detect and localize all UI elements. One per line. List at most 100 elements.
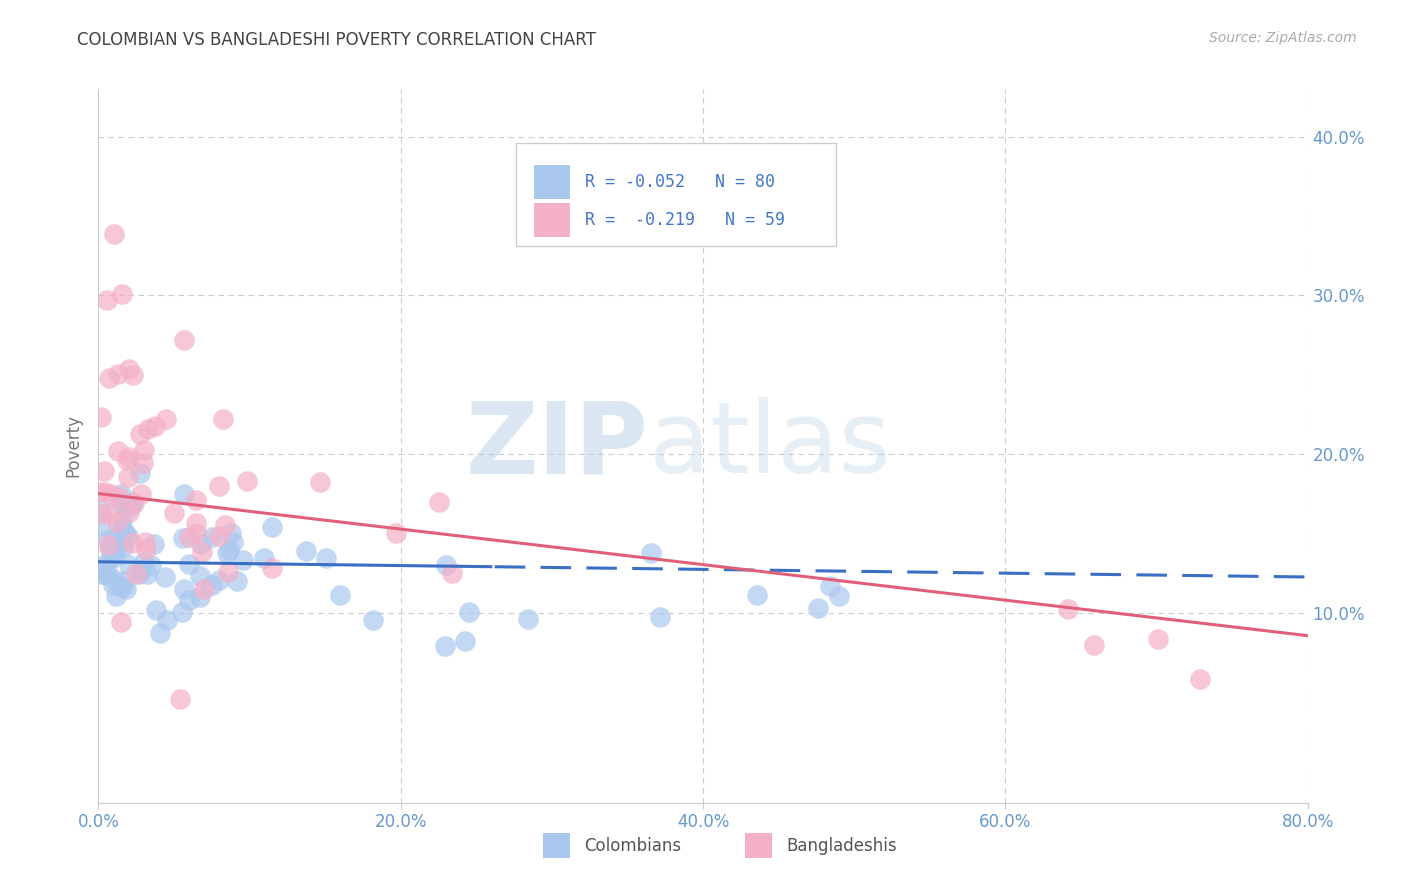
Point [117,498,139,512]
Point [111,580,134,594]
Point [103,227,125,241]
Point [90,409,112,424]
Point [190,591,212,605]
Point [208,528,231,542]
Point [517,612,540,626]
Y-axis label: Poverty: Poverty [65,415,83,477]
Point [218,542,240,557]
Point [121,536,143,550]
Point [114,526,136,541]
Point [142,536,165,550]
Point [434,639,457,653]
Text: R =  -0.219   N = 59: R = -0.219 N = 59 [585,211,785,229]
Text: R = -0.052   N = 80: R = -0.052 N = 80 [585,173,775,191]
Point [134,535,156,549]
Point [190,537,212,551]
Point [329,588,352,602]
Text: Bangladeshis: Bangladeshis [786,837,897,855]
Point [100,549,122,563]
Text: COLOMBIAN VS BANGLADESHI POVERTY CORRELATION CHART: COLOMBIAN VS BANGLADESHI POVERTY CORRELA… [77,31,596,49]
Point [225,574,247,589]
FancyBboxPatch shape [745,833,772,858]
Text: ZIP: ZIP [465,398,648,494]
Point [115,582,138,596]
Point [172,531,194,545]
Point [135,542,157,557]
Point [201,530,224,544]
Point [145,602,167,616]
Point [124,567,146,582]
Point [105,590,128,604]
Point [110,496,132,510]
Point [294,544,316,558]
Point [253,550,276,565]
Point [236,474,259,488]
Point [98,541,121,556]
Point [110,615,132,630]
Point [262,520,284,534]
Point [648,610,671,624]
Point [156,613,179,627]
Point [188,568,211,582]
Point [745,588,768,602]
Point [172,605,194,619]
Point [90,507,112,521]
Point [115,453,138,467]
Point [208,479,231,493]
Point [89,484,111,499]
Point [101,577,124,591]
Point [132,555,155,569]
Point [129,466,152,480]
Point [640,545,662,559]
Point [107,444,129,458]
FancyBboxPatch shape [516,143,837,246]
Point [110,286,132,301]
Point [173,487,195,501]
Point [104,573,127,587]
Point [440,566,463,580]
Point [96,563,118,577]
Text: Source: ZipAtlas.com: Source: ZipAtlas.com [1209,31,1357,45]
Point [179,593,201,607]
Point [1057,602,1080,616]
Point [191,545,214,559]
Point [1146,632,1168,646]
Point [111,521,134,535]
Text: atlas: atlas [648,398,890,494]
Point [427,494,450,508]
Point [309,475,332,490]
Point [111,541,134,555]
Point [136,566,159,581]
Point [177,557,200,571]
Point [184,516,207,531]
Point [122,368,145,382]
Point [212,412,235,426]
Point [97,533,120,548]
Point [193,582,215,597]
Point [149,626,172,640]
Point [122,495,145,509]
Point [96,293,118,307]
Point [90,566,112,581]
Point [132,443,155,458]
Point [173,582,195,596]
Point [110,487,132,501]
Point [100,487,122,501]
Point [98,506,121,520]
Point [169,692,191,706]
Point [153,570,176,584]
FancyBboxPatch shape [543,833,569,858]
Point [136,422,159,436]
Point [129,487,152,501]
Point [93,464,115,478]
Point [132,457,155,471]
Point [162,507,184,521]
Point [107,368,129,382]
Point [104,543,127,558]
Point [143,419,166,434]
Point [97,537,120,551]
Point [100,539,122,553]
Point [818,579,841,593]
Point [173,333,195,347]
Point [186,493,208,508]
